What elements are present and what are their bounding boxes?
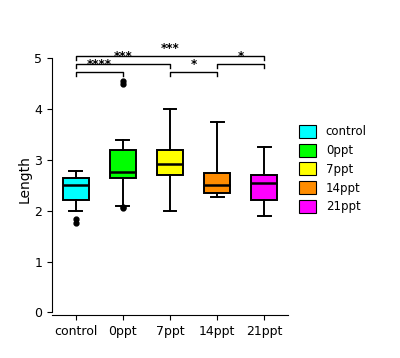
- Text: ***: ***: [161, 42, 179, 55]
- PathPatch shape: [110, 150, 136, 178]
- Legend: control, 0ppt, 7ppt, 14ppt, 21ppt: control, 0ppt, 7ppt, 14ppt, 21ppt: [299, 125, 367, 213]
- Text: *: *: [238, 50, 244, 63]
- Y-axis label: Length: Length: [18, 155, 32, 203]
- PathPatch shape: [252, 175, 277, 200]
- Text: ***: ***: [114, 50, 132, 63]
- PathPatch shape: [63, 178, 88, 200]
- Text: *: *: [190, 58, 197, 72]
- PathPatch shape: [204, 173, 230, 193]
- Text: ****: ****: [87, 58, 112, 72]
- PathPatch shape: [157, 150, 183, 175]
